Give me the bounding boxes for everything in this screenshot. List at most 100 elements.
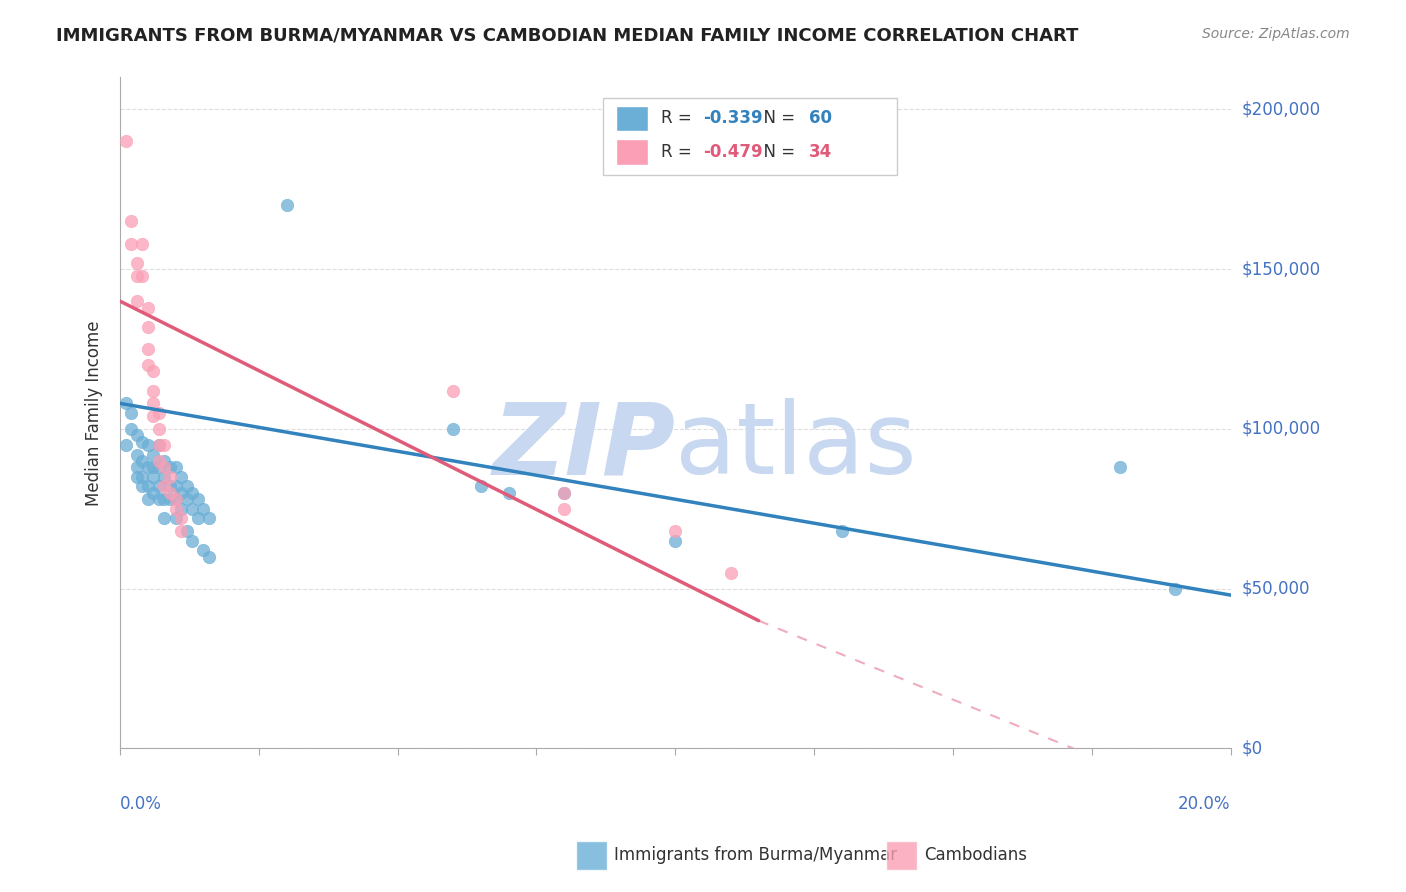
Text: R =: R = xyxy=(661,143,697,161)
Point xyxy=(142,396,165,410)
Point xyxy=(136,438,159,452)
FancyBboxPatch shape xyxy=(603,97,897,175)
Text: $150,000: $150,000 xyxy=(1241,260,1320,278)
Point xyxy=(131,470,153,484)
Point xyxy=(1108,460,1130,475)
Point xyxy=(142,470,165,484)
Text: Source: ZipAtlas.com: Source: ZipAtlas.com xyxy=(1202,27,1350,41)
Y-axis label: Median Family Income: Median Family Income xyxy=(86,320,103,506)
Point xyxy=(170,486,193,500)
Text: -0.339: -0.339 xyxy=(703,110,762,128)
Point xyxy=(136,358,159,372)
Point xyxy=(176,524,198,539)
Point xyxy=(136,342,159,356)
Point xyxy=(125,460,148,475)
Point xyxy=(198,549,221,564)
Text: 20.0%: 20.0% xyxy=(1178,796,1230,814)
Point xyxy=(831,524,853,539)
Point xyxy=(153,492,176,507)
Text: 60: 60 xyxy=(808,110,831,128)
Point xyxy=(131,454,153,468)
FancyBboxPatch shape xyxy=(616,139,648,165)
Text: $200,000: $200,000 xyxy=(1241,101,1320,119)
Point xyxy=(148,454,170,468)
Point xyxy=(148,438,170,452)
Text: Cambodians: Cambodians xyxy=(924,847,1026,864)
Point xyxy=(170,524,193,539)
Point xyxy=(664,524,686,539)
Point xyxy=(170,511,193,525)
Point xyxy=(553,486,575,500)
Point xyxy=(114,396,136,410)
Point xyxy=(159,479,181,493)
Point xyxy=(181,501,204,516)
Point xyxy=(170,470,193,484)
Point xyxy=(148,406,170,420)
Point xyxy=(153,470,176,484)
Point xyxy=(720,566,742,580)
FancyBboxPatch shape xyxy=(616,105,648,131)
Point xyxy=(441,384,464,398)
Point xyxy=(131,268,153,283)
Point xyxy=(125,268,148,283)
Point xyxy=(187,511,209,525)
Point xyxy=(136,492,159,507)
Point xyxy=(470,479,492,493)
Point xyxy=(131,479,153,493)
Point xyxy=(553,501,575,516)
Text: N =: N = xyxy=(754,110,800,128)
Point xyxy=(131,236,153,251)
Point xyxy=(170,501,193,516)
Point xyxy=(136,301,159,315)
Point xyxy=(198,511,221,525)
Point xyxy=(165,492,187,507)
Point xyxy=(187,492,209,507)
Point xyxy=(1164,582,1187,596)
Point xyxy=(159,492,181,507)
Text: IMMIGRANTS FROM BURMA/MYANMAR VS CAMBODIAN MEDIAN FAMILY INCOME CORRELATION CHAR: IMMIGRANTS FROM BURMA/MYANMAR VS CAMBODI… xyxy=(56,27,1078,45)
Point xyxy=(148,422,170,436)
Point xyxy=(120,406,142,420)
Point xyxy=(125,256,148,270)
Point xyxy=(148,438,170,452)
Point xyxy=(142,409,165,424)
Point xyxy=(125,448,148,462)
Point xyxy=(165,501,187,516)
Point xyxy=(165,492,187,507)
Point xyxy=(120,236,142,251)
Point xyxy=(142,384,165,398)
Point xyxy=(664,533,686,548)
Text: ZIP: ZIP xyxy=(492,398,675,495)
Text: N =: N = xyxy=(754,143,800,161)
Point xyxy=(136,319,159,334)
Text: 34: 34 xyxy=(808,143,832,161)
Point xyxy=(125,470,148,484)
Point xyxy=(498,486,520,500)
Point xyxy=(148,492,170,507)
Point xyxy=(142,486,165,500)
Point xyxy=(153,438,176,452)
Point xyxy=(181,486,204,500)
Text: atlas: atlas xyxy=(675,398,917,495)
Point xyxy=(148,460,170,475)
Point xyxy=(142,364,165,378)
Point xyxy=(136,460,159,475)
Point xyxy=(159,486,181,500)
Point xyxy=(153,479,176,493)
Point xyxy=(125,428,148,442)
Point xyxy=(176,492,198,507)
Text: 0.0%: 0.0% xyxy=(120,796,162,814)
Text: R =: R = xyxy=(661,110,697,128)
Point xyxy=(193,501,215,516)
Point xyxy=(181,533,204,548)
Point xyxy=(114,134,136,148)
Point xyxy=(441,422,464,436)
Point xyxy=(131,434,153,449)
Text: $50,000: $50,000 xyxy=(1241,580,1310,598)
Point xyxy=(125,294,148,309)
Text: Immigrants from Burma/Myanmar: Immigrants from Burma/Myanmar xyxy=(614,847,897,864)
Point xyxy=(142,448,165,462)
Text: $0: $0 xyxy=(1241,739,1263,757)
Point xyxy=(153,511,176,525)
Point xyxy=(159,460,181,475)
